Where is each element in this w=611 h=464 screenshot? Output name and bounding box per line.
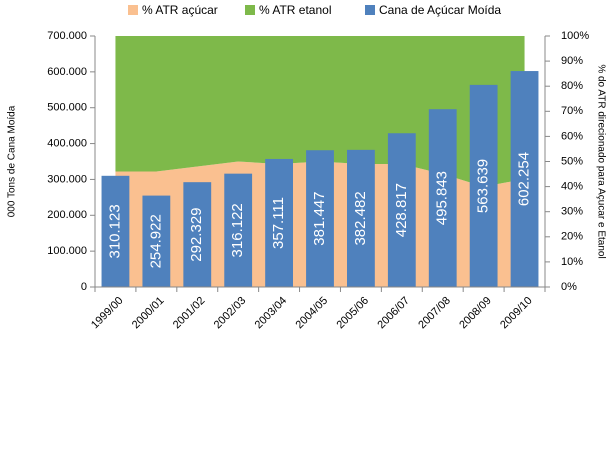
bar-value-label: 292.329 (188, 207, 205, 261)
y2-tick-label: 50% (561, 155, 583, 167)
area (115, 36, 525, 187)
y-tick-label: 400.000 (47, 137, 87, 149)
bar (183, 182, 212, 287)
bar (306, 150, 334, 287)
y-tick-label: 600.000 (47, 66, 87, 78)
x-tick-label: 1999/00 (89, 295, 126, 332)
y2-tick-label: 60% (561, 130, 583, 142)
x-tick-label: 2009/10 (498, 295, 535, 332)
x-tick-label: 2003/04 (253, 295, 290, 332)
y2-tick-label: 10% (561, 256, 583, 268)
bar (224, 173, 253, 287)
bar-value-label: 316.122 (229, 203, 246, 257)
bar-value-label: 310.123 (106, 204, 123, 258)
x-tick-label: 2006/07 (375, 295, 412, 332)
x-tick-label: 2001/02 (171, 295, 208, 332)
legend-label: Cana de Açúcar Moída (379, 3, 501, 17)
y2-tick-label: 80% (561, 80, 583, 92)
y2-tick-label: 30% (561, 206, 583, 218)
bar-value-label: 381.447 (311, 191, 328, 245)
y-tick-label: 300.000 (47, 173, 87, 185)
bar (347, 149, 375, 287)
bar-value-label: 357.111 (270, 197, 287, 249)
legend-swatch (365, 5, 375, 15)
y2-axis-title: % do ATR direcionado para Açucar e Etano… (595, 64, 606, 258)
bar-value-label: 563.639 (475, 159, 492, 213)
bar (387, 133, 416, 287)
legend-swatch (128, 5, 138, 15)
y2-tick-label: 100% (561, 30, 589, 42)
y2-tick-label: 70% (561, 105, 583, 117)
bar (428, 109, 457, 287)
legend-swatch (245, 5, 255, 15)
bar-value-label: 254.922 (147, 214, 164, 268)
bar-value-label: 602.254 (516, 152, 533, 206)
bar (469, 84, 498, 287)
y-tick-label: 100.000 (47, 245, 87, 257)
x-tick-label: 2004/05 (294, 295, 331, 332)
y-axis-title: 000 Tons de Cana Moída (7, 105, 18, 217)
y2-tick-label: 0% (561, 281, 577, 293)
bar (265, 158, 293, 287)
bar (510, 71, 539, 287)
y2-tick-label: 40% (561, 181, 583, 193)
x-tick-label: 2000/01 (130, 295, 167, 332)
y2-tick-label: 20% (561, 231, 583, 243)
y-tick-label: 500.000 (47, 102, 87, 114)
bar-value-label: 382.482 (352, 191, 369, 245)
bar (142, 195, 171, 287)
bar (101, 175, 130, 287)
y2-tick-label: 90% (561, 55, 583, 67)
x-tick-label: 2007/08 (416, 295, 453, 332)
x-tick-label: 2002/03 (212, 295, 249, 332)
x-tick-label: 2005/06 (334, 295, 371, 332)
legend-label: % ATR etanol (259, 3, 331, 17)
y-tick-label: 700.000 (47, 30, 87, 42)
x-tick-label: 2008/09 (457, 295, 494, 332)
y-tick-label: 0 (81, 281, 87, 293)
legend-label: % ATR açúcar (142, 3, 218, 17)
y-tick-label: 200.000 (47, 209, 87, 221)
bar-value-label: 428.817 (393, 183, 410, 237)
bar-value-label: 495.843 (434, 171, 451, 225)
